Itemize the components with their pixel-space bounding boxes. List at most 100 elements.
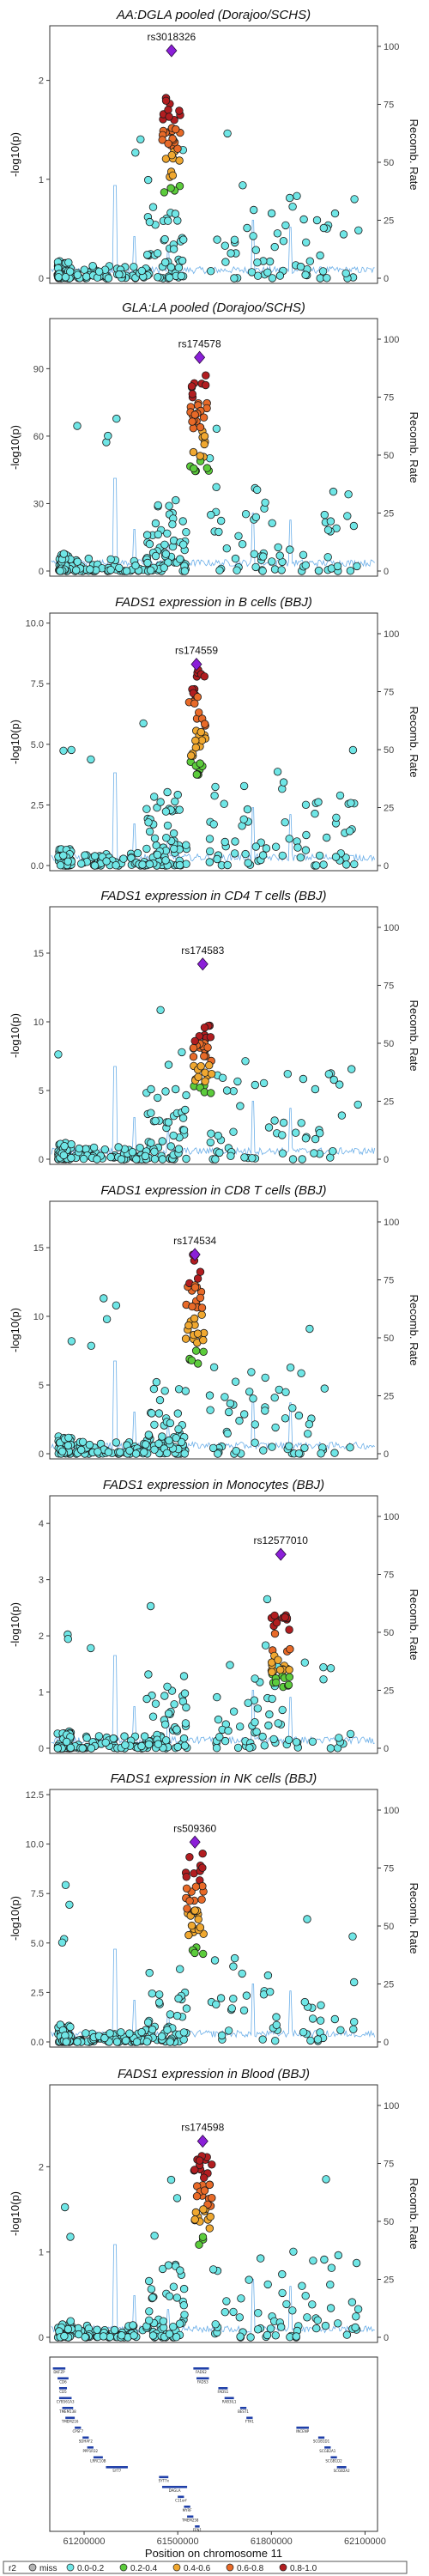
snp-point (178, 256, 187, 265)
snp-point (335, 791, 345, 800)
snp-point (146, 566, 155, 574)
snp-point (136, 135, 145, 144)
snp-point (62, 1737, 71, 1747)
snp-point (148, 2293, 157, 2302)
snp-point (139, 719, 148, 728)
snp-point (67, 1139, 76, 1149)
legend-label: 0.4-0.6 (184, 2564, 211, 2573)
gene-label: TMEM216 (61, 2420, 79, 2424)
snp-point (153, 850, 162, 860)
snp-point (270, 242, 279, 252)
legend-swatch (28, 2563, 37, 2572)
snp-point (148, 2025, 157, 2034)
right-tick-label: 0 (384, 1744, 389, 1754)
snp-point (196, 759, 204, 768)
snp-point (109, 1734, 118, 1743)
snp-point (244, 1698, 252, 1708)
snp-point (175, 181, 184, 191)
snp-point (210, 792, 219, 800)
snp-point (349, 521, 359, 531)
right-tick-label: 75 (384, 1276, 394, 1286)
right-tick-label: 100 (384, 629, 399, 640)
snp-point (268, 519, 276, 528)
snp-point (160, 1720, 170, 1729)
snp-point (304, 1430, 312, 1438)
snp-point (297, 1369, 305, 1378)
gene-track: DKFZP CD6 CD5 CYB561A3 TMEM138 TMEM216 CPSF7 SD… (49, 2356, 386, 2560)
locus-panel-3: FADS1 expression in B cells (BBJ) 0.0 2.5 5… (9, 595, 420, 872)
snp-point (326, 1664, 335, 1673)
snp-point (182, 1873, 191, 1881)
snp-point (285, 835, 293, 843)
snp-point (190, 1906, 199, 1915)
locus-panel-8: FADS1 expression in Blood (BBJ) 0 1 2 -log10… (9, 2067, 420, 2343)
snp-point (205, 858, 214, 866)
snp-point (153, 1093, 162, 1103)
legend-swatch (226, 2563, 234, 2572)
y-tick-label: 0 (39, 1449, 44, 1460)
snp-point (268, 1443, 276, 1451)
gene-body (317, 2436, 325, 2439)
snp-point (323, 526, 333, 534)
snp-point (213, 235, 221, 244)
snp-point (323, 553, 332, 562)
snp-point (164, 1060, 173, 1069)
right-tick-label: 0 (384, 1155, 389, 1165)
snp-point (229, 1962, 238, 1971)
snp-point (226, 1399, 235, 1408)
snp-point (227, 2004, 237, 2013)
snp-point (279, 778, 288, 787)
snp-point (144, 2276, 154, 2286)
snp-point (133, 848, 142, 858)
snp-point (172, 1434, 180, 1443)
lead-snp-marker (275, 1547, 287, 1561)
snp-point (251, 1674, 259, 1683)
snp-point (247, 1368, 256, 1376)
snp-point (217, 516, 226, 526)
gene-label: SCGB1D1 (313, 2439, 330, 2444)
snp-point (66, 2317, 76, 2325)
gene-body (178, 2495, 184, 2499)
locus-panel-5: FADS1 expression in CD8 T cells (BBJ) 0 5 1… (9, 1183, 420, 1460)
snp-point (278, 2288, 287, 2298)
snp-point (153, 803, 161, 812)
snp-point (268, 557, 276, 566)
snp-point (144, 1740, 154, 1749)
snp-point (208, 2160, 216, 2169)
snp-point (87, 1744, 96, 1753)
gene-label: DKFZP (53, 2370, 65, 2374)
snp-point (180, 2311, 189, 2319)
snp-point (63, 1634, 73, 1643)
snp-point (142, 2038, 152, 2046)
gene-body (330, 2456, 337, 2459)
snp-point (348, 1932, 357, 1941)
right-tick-label: 25 (384, 509, 394, 519)
snp-point (150, 1445, 159, 1455)
snp-point (237, 2294, 245, 2303)
snp-point (251, 842, 261, 851)
snp-point (285, 1442, 293, 1450)
snp-point (330, 2014, 340, 2024)
snp-point (236, 2332, 245, 2341)
snp-point (218, 1073, 227, 1083)
snp-point (314, 798, 323, 806)
snp-point (87, 1643, 95, 1653)
snp-point (85, 1440, 94, 1449)
snp-point (192, 770, 202, 779)
right-tick-label: 100 (384, 1512, 399, 1522)
snp-point (100, 1294, 108, 1303)
snp-point (61, 273, 70, 282)
snp-point (209, 1363, 219, 1372)
snp-point (347, 1065, 356, 1073)
snp-point (301, 1134, 311, 1143)
snp-point (173, 790, 182, 799)
snp-point (193, 1274, 202, 1283)
snp-point (159, 2317, 168, 2326)
y-tick-label: 4 (39, 1519, 44, 1529)
snp-point (251, 1080, 260, 1090)
snp-point (160, 1692, 169, 1700)
snp-point (311, 1084, 320, 1094)
snp-point (174, 1994, 183, 2003)
snp-point (259, 552, 268, 561)
snp-point (334, 2251, 343, 2260)
